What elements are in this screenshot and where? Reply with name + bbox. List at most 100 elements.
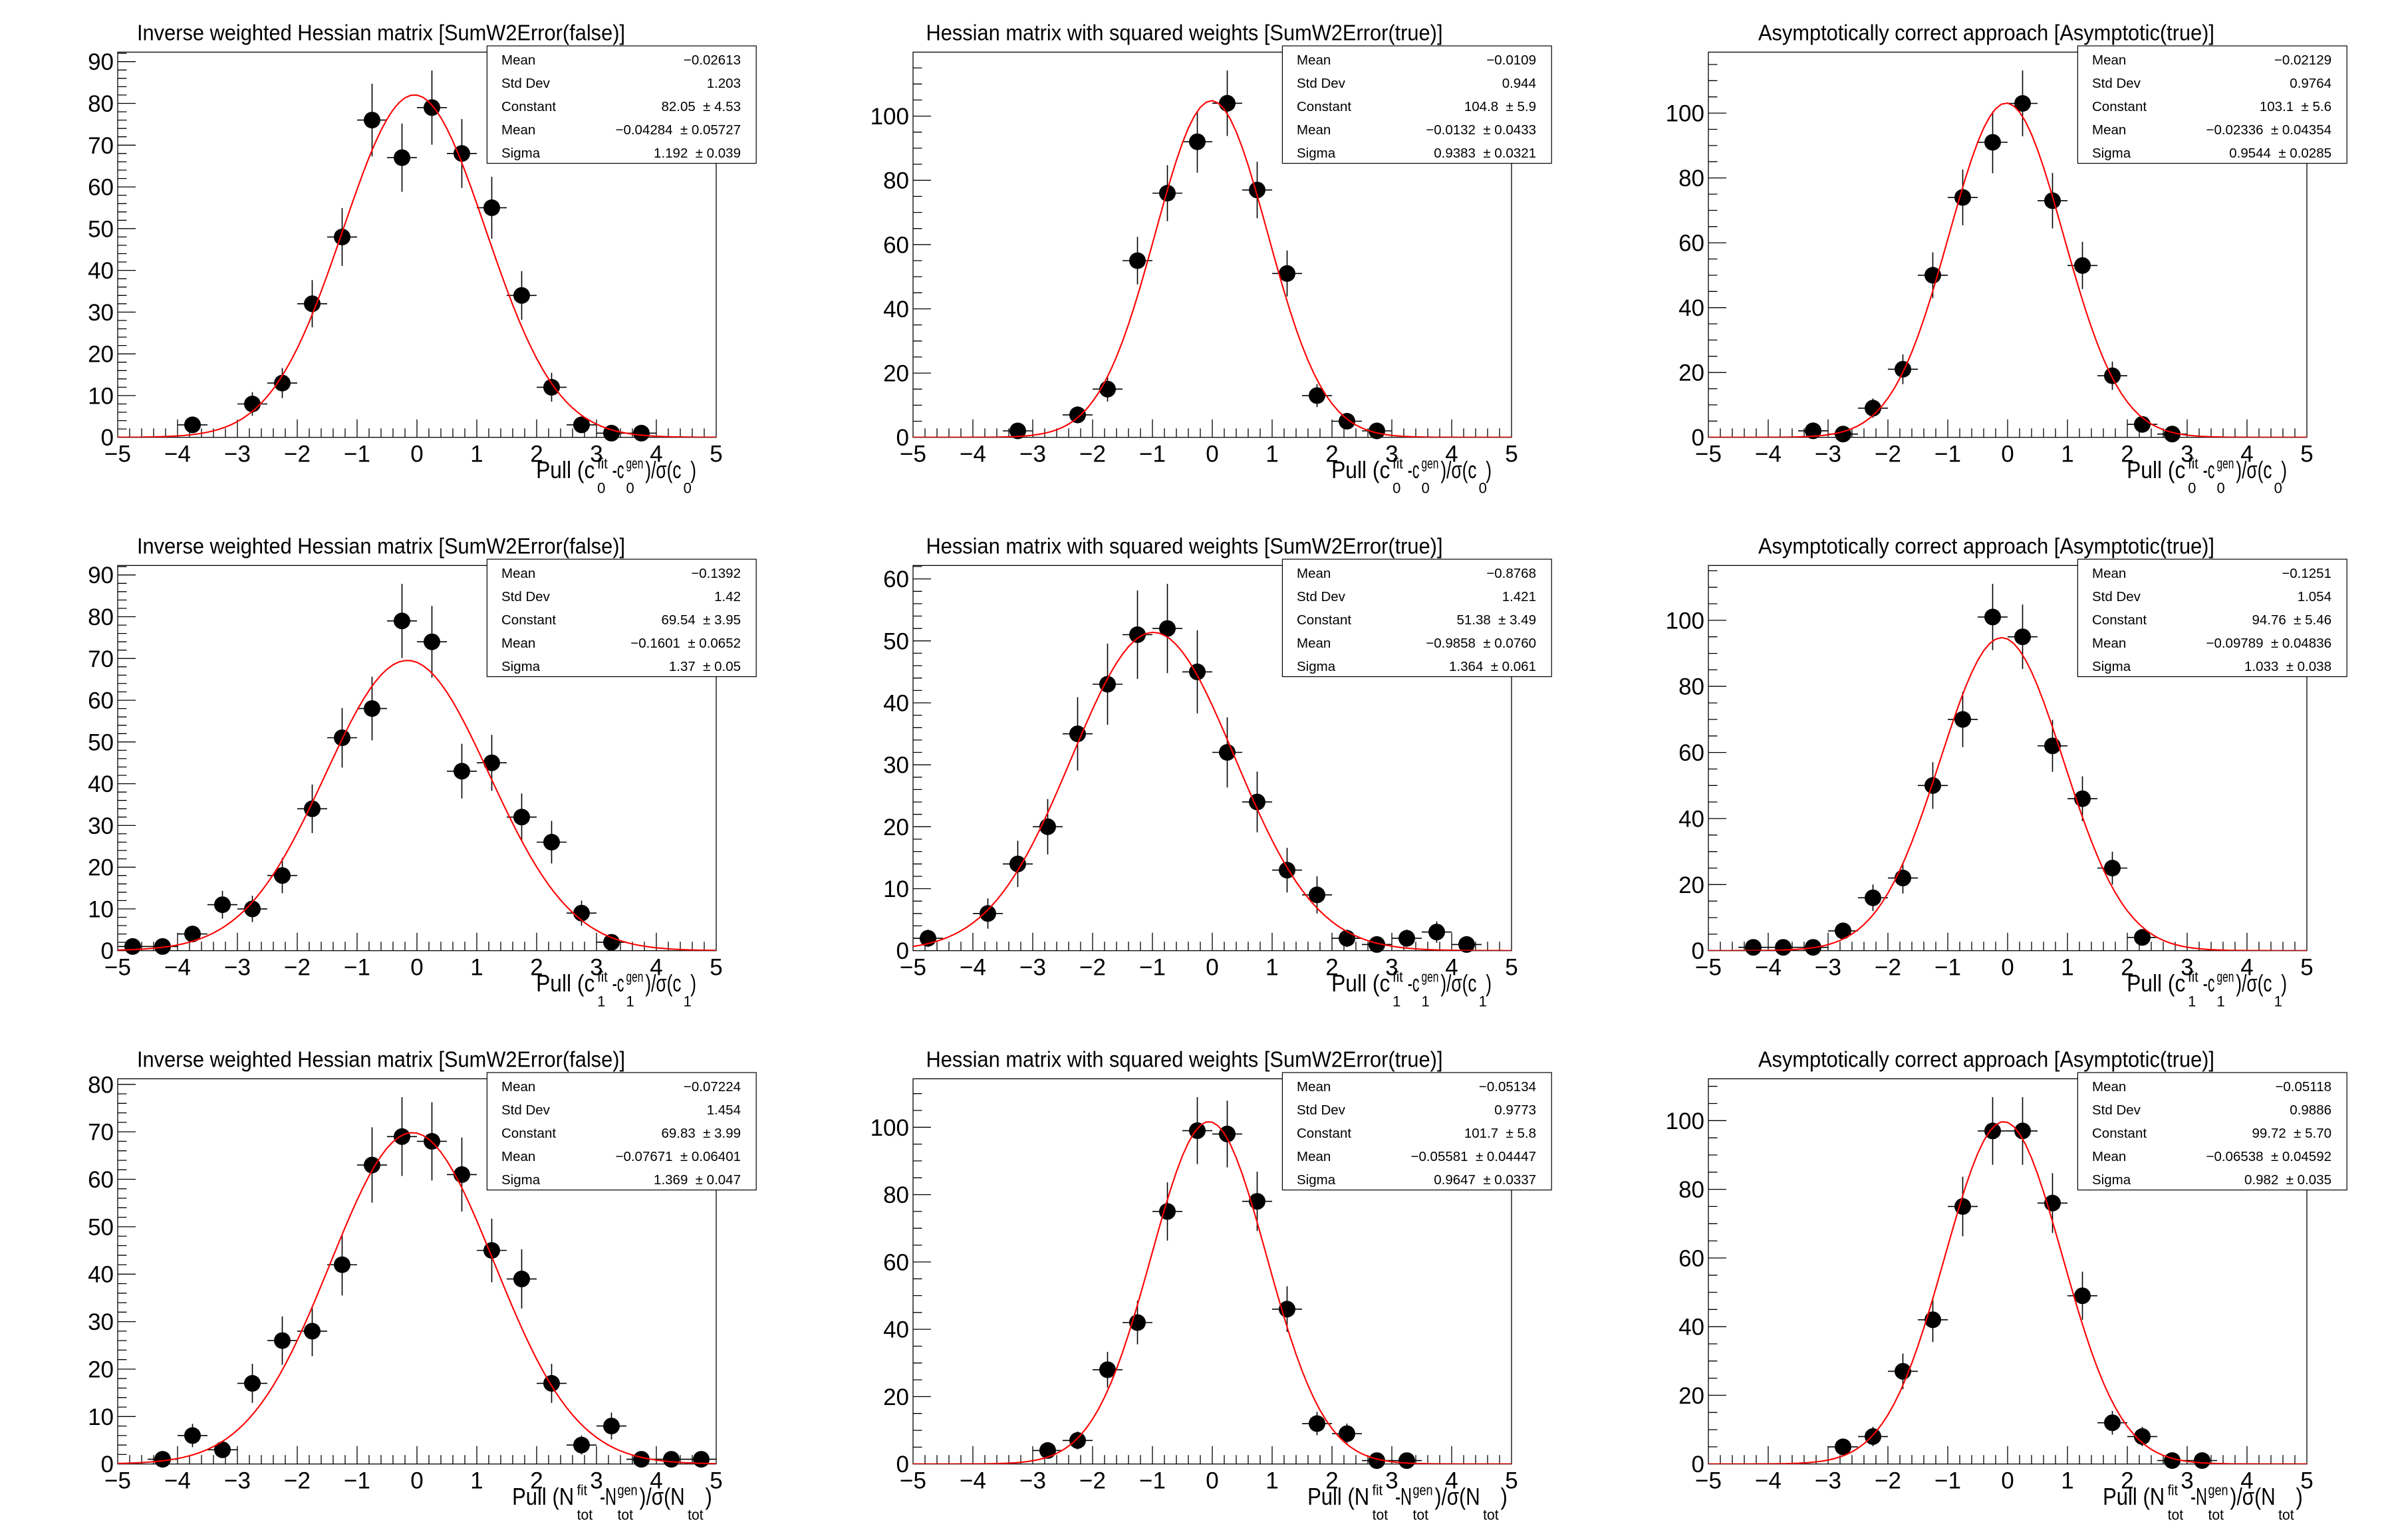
svg-text:4: 4: [2240, 955, 2253, 981]
svg-text:−5: −5: [104, 955, 131, 981]
svg-text:−0.05581 ± 0.04447: −0.05581 ± 0.04447: [1410, 1149, 1536, 1164]
svg-text:Constant: Constant: [1297, 612, 1351, 628]
svg-text:-N: -N: [1395, 1483, 1412, 1510]
svg-text:fit: fit: [597, 455, 608, 472]
svg-text:Constant: Constant: [2092, 99, 2147, 114]
svg-text:gen: gen: [1413, 1482, 1433, 1499]
svg-text:Constant: Constant: [501, 1126, 556, 1141]
svg-text:−1: −1: [1139, 1468, 1166, 1494]
svg-text:0: 0: [1206, 955, 1218, 981]
svg-text:−2: −2: [284, 955, 311, 981]
svg-text:fit: fit: [2188, 969, 2198, 985]
svg-text:−4: −4: [960, 1468, 986, 1494]
svg-text:1: 1: [597, 993, 605, 1010]
svg-text:−2: −2: [284, 442, 311, 467]
svg-text:90: 90: [88, 563, 114, 588]
svg-text:0.9647 ± 0.0337: 0.9647 ± 0.0337: [1434, 1172, 1536, 1188]
svg-text:1: 1: [1392, 993, 1400, 1010]
svg-text:40: 40: [88, 1262, 114, 1288]
svg-text:20: 20: [1678, 1383, 1704, 1409]
svg-text:3: 3: [1385, 955, 1398, 981]
svg-text:Sigma: Sigma: [501, 1172, 541, 1188]
svg-text:1.454: 1.454: [707, 1102, 741, 1118]
svg-text:2: 2: [1325, 1468, 1338, 1494]
svg-text:)/σ(c: )/σ(c: [2236, 969, 2272, 997]
svg-text:tot: tot: [577, 1507, 593, 1523]
svg-text:Asymptotically correct approac: Asymptotically correct approach [Asympto…: [1758, 533, 2214, 558]
svg-text:−1: −1: [344, 955, 370, 981]
svg-text:80: 80: [88, 1072, 114, 1098]
svg-text:Std Dev: Std Dev: [2092, 1102, 2141, 1118]
svg-text:4: 4: [2240, 442, 2253, 467]
svg-text:tot: tot: [1373, 1507, 1389, 1523]
svg-text:−1: −1: [1934, 1468, 1961, 1494]
svg-text:40: 40: [883, 691, 909, 717]
svg-text:5: 5: [2300, 1468, 2313, 1494]
svg-text:103.1 ± 5.6: 103.1 ± 5.6: [2260, 99, 2331, 114]
svg-text:): ): [2281, 456, 2287, 483]
svg-text:0: 0: [684, 480, 692, 497]
svg-text:-c: -c: [1408, 456, 1420, 483]
svg-text:1: 1: [626, 993, 634, 1010]
svg-text:80: 80: [883, 1182, 909, 1208]
svg-text:Pull (c: Pull (c: [1331, 456, 1390, 483]
svg-text:−2: −2: [1079, 1468, 1106, 1494]
svg-text:60: 60: [88, 175, 114, 201]
svg-text:Hessian matrix with squared we: Hessian matrix with squared weights [Sum…: [926, 533, 1443, 558]
svg-text:51.38 ± 3.49: 51.38 ± 3.49: [1456, 612, 1536, 628]
svg-text:−2: −2: [1079, 955, 1106, 981]
svg-text:70: 70: [88, 1120, 114, 1146]
svg-text:70: 70: [88, 646, 114, 672]
svg-text:)/σ(c: )/σ(c: [1440, 969, 1476, 997]
svg-text:0.9544 ± 0.0285: 0.9544 ± 0.0285: [2229, 146, 2331, 161]
svg-text:50: 50: [88, 729, 114, 755]
svg-text:−3: −3: [224, 1468, 251, 1494]
svg-text:−0.9858 ± 0.0760: −0.9858 ± 0.0760: [1426, 636, 1536, 651]
svg-text:0: 0: [2001, 955, 2014, 981]
svg-text:2: 2: [2121, 1468, 2133, 1494]
svg-text:4: 4: [2240, 1468, 2253, 1494]
svg-text:5: 5: [710, 1468, 722, 1494]
svg-text:Asymptotically correct approac: Asymptotically correct approach [Asympto…: [1758, 1047, 2214, 1071]
svg-text:5: 5: [2300, 442, 2313, 467]
svg-text:100: 100: [870, 104, 909, 130]
svg-text:−1: −1: [1934, 955, 1961, 981]
svg-text:−4: −4: [960, 955, 986, 981]
svg-text:Pull (N: Pull (N: [512, 1483, 574, 1510]
svg-text:−1: −1: [1934, 442, 1961, 467]
svg-text:−3: −3: [1019, 955, 1046, 981]
svg-text:2: 2: [1325, 442, 1338, 467]
svg-text:4: 4: [1445, 955, 1458, 981]
svg-text:5: 5: [1505, 1468, 1518, 1494]
svg-text:1: 1: [470, 442, 483, 467]
svg-text:−3: −3: [1815, 442, 1841, 467]
svg-text:1: 1: [684, 993, 692, 1010]
svg-text:)/σ(c: )/σ(c: [1440, 456, 1476, 483]
svg-text:Pull (c: Pull (c: [536, 969, 595, 997]
svg-text:3: 3: [2181, 955, 2193, 981]
svg-text:5: 5: [710, 955, 722, 981]
svg-text:30: 30: [88, 1309, 114, 1335]
svg-text:99.72 ± 5.70: 99.72 ± 5.70: [2252, 1126, 2331, 1141]
svg-text:−3: −3: [1815, 955, 1841, 981]
svg-text:Sigma: Sigma: [2092, 1172, 2131, 1188]
svg-text:60: 60: [883, 1249, 909, 1275]
svg-text:0: 0: [2274, 480, 2282, 497]
svg-text:−3: −3: [1815, 1468, 1841, 1494]
svg-text:0: 0: [2188, 480, 2196, 497]
svg-text:20: 20: [1678, 872, 1704, 898]
svg-text:tot: tot: [688, 1507, 704, 1523]
svg-text:Constant: Constant: [1297, 1126, 1351, 1141]
svg-text:0.9764: 0.9764: [2290, 76, 2331, 91]
svg-text:20: 20: [88, 342, 114, 368]
svg-text:60: 60: [1678, 740, 1704, 766]
svg-text:)/σ(N: )/σ(N: [2230, 1483, 2276, 1510]
svg-text:5: 5: [710, 442, 722, 467]
svg-text:−5: −5: [104, 1468, 131, 1494]
svg-text:−5: −5: [1695, 1468, 1722, 1494]
svg-text:0: 0: [1692, 938, 1704, 964]
svg-text:0: 0: [101, 1452, 114, 1477]
svg-text:−0.09789 ± 0.04836: −0.09789 ± 0.04836: [2206, 636, 2331, 651]
svg-text:−0.0132 ± 0.0433: −0.0132 ± 0.0433: [1426, 122, 1536, 138]
svg-text:Mean: Mean: [501, 53, 535, 68]
